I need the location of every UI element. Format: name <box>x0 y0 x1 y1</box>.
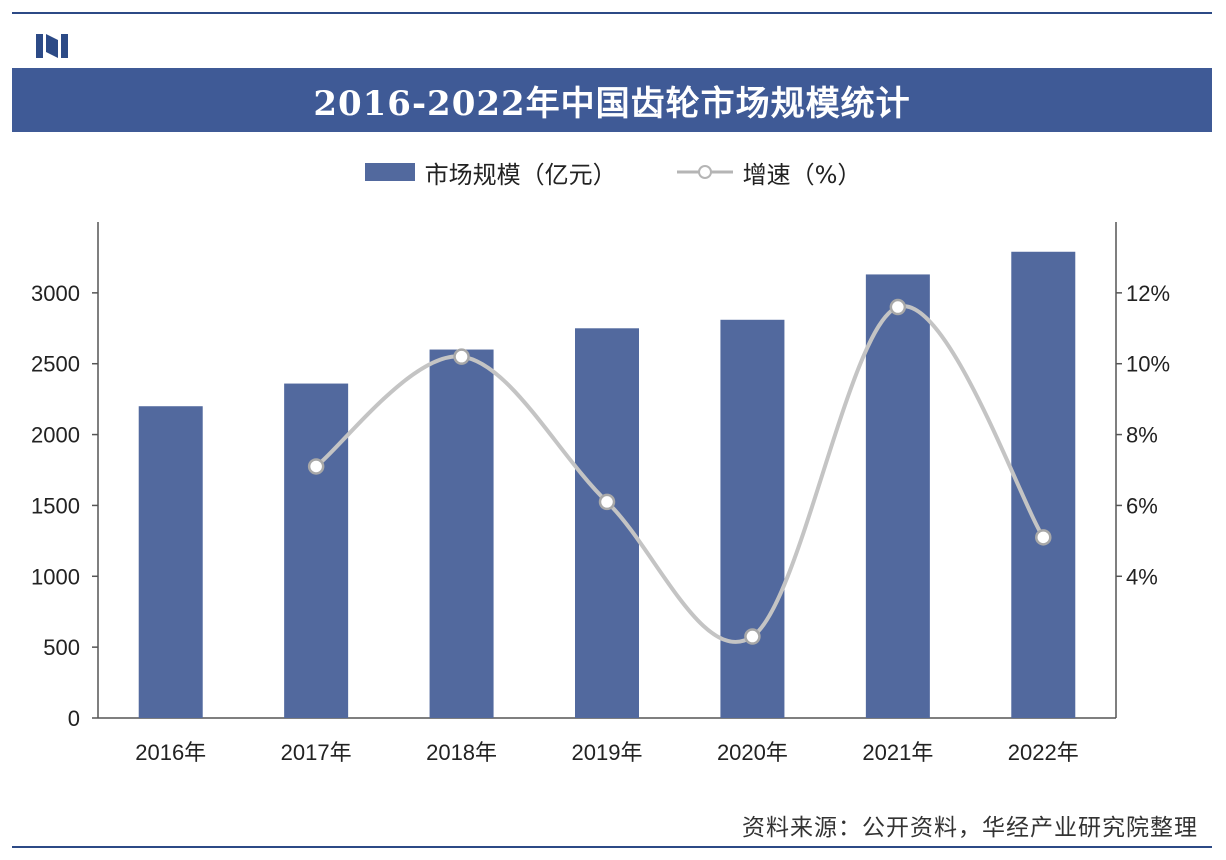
right-tick-label: 4% <box>1126 564 1158 589</box>
title-banner: 2016-2022年中国齿轮市场规模统计 <box>12 68 1212 132</box>
growth-point <box>307 458 325 475</box>
bar-market-size <box>575 328 639 718</box>
chart-title: 2016-2022年中国齿轮市场规模统计 <box>313 83 911 124</box>
legend-item-growth: 增速（%） <box>676 155 862 190</box>
right-tick-label: 6% <box>1126 493 1158 518</box>
x-tick-label: 2017年 <box>281 740 352 765</box>
bar-market-size <box>720 319 785 718</box>
right-tick-label: 12% <box>1126 281 1170 306</box>
left-tick-label: 1500 <box>31 493 80 518</box>
bar-market-size <box>1011 251 1076 718</box>
left-tick-label: 3000 <box>31 281 80 306</box>
growth-point <box>453 348 470 365</box>
legend-item-market-size: 市场规模（亿元） <box>364 155 617 190</box>
left-tick-label: 2000 <box>31 423 80 448</box>
growth-point <box>889 298 907 316</box>
bar-market-size <box>138 406 203 718</box>
x-tick-label: 2020年 <box>717 740 788 765</box>
growth-line <box>314 304 1045 644</box>
growth-point <box>1035 529 1052 546</box>
left-tick-label: 1000 <box>31 564 80 589</box>
x-tick-label: 2016年 <box>135 740 206 765</box>
right-tick-label: 8% <box>1126 423 1158 448</box>
brand-logo-icon <box>36 34 68 58</box>
legend-line-swatch-icon <box>676 165 733 179</box>
growth-point <box>744 628 761 645</box>
x-tick-label: 2022年 <box>1008 740 1079 765</box>
bottom-frame-line <box>12 846 1212 848</box>
legend-bar-swatch <box>364 163 415 181</box>
top-frame-line <box>12 12 1212 14</box>
left-tick-label: 2500 <box>31 352 80 377</box>
bar-market-size <box>429 349 494 718</box>
x-tick-label: 2019年 <box>572 740 643 765</box>
growth-point <box>598 493 616 511</box>
legend-label-market-size: 市场规模（亿元） <box>424 160 617 189</box>
left-tick-label: 0 <box>68 706 80 731</box>
x-tick-label: 2018年 <box>426 740 497 765</box>
bar-market-size <box>284 383 349 718</box>
left-tick-label: 500 <box>43 635 80 660</box>
x-tick-label: 2021年 <box>862 740 933 765</box>
right-tick-label: 10% <box>1126 352 1170 377</box>
legend-label-growth: 增速（%） <box>742 160 862 189</box>
bar-market-size <box>865 274 930 718</box>
chart-legend: 市场规模（亿元） 增速（%） <box>0 152 1226 192</box>
source-note: 资料来源：公开资料，华经产业研究院整理 <box>742 815 1198 841</box>
